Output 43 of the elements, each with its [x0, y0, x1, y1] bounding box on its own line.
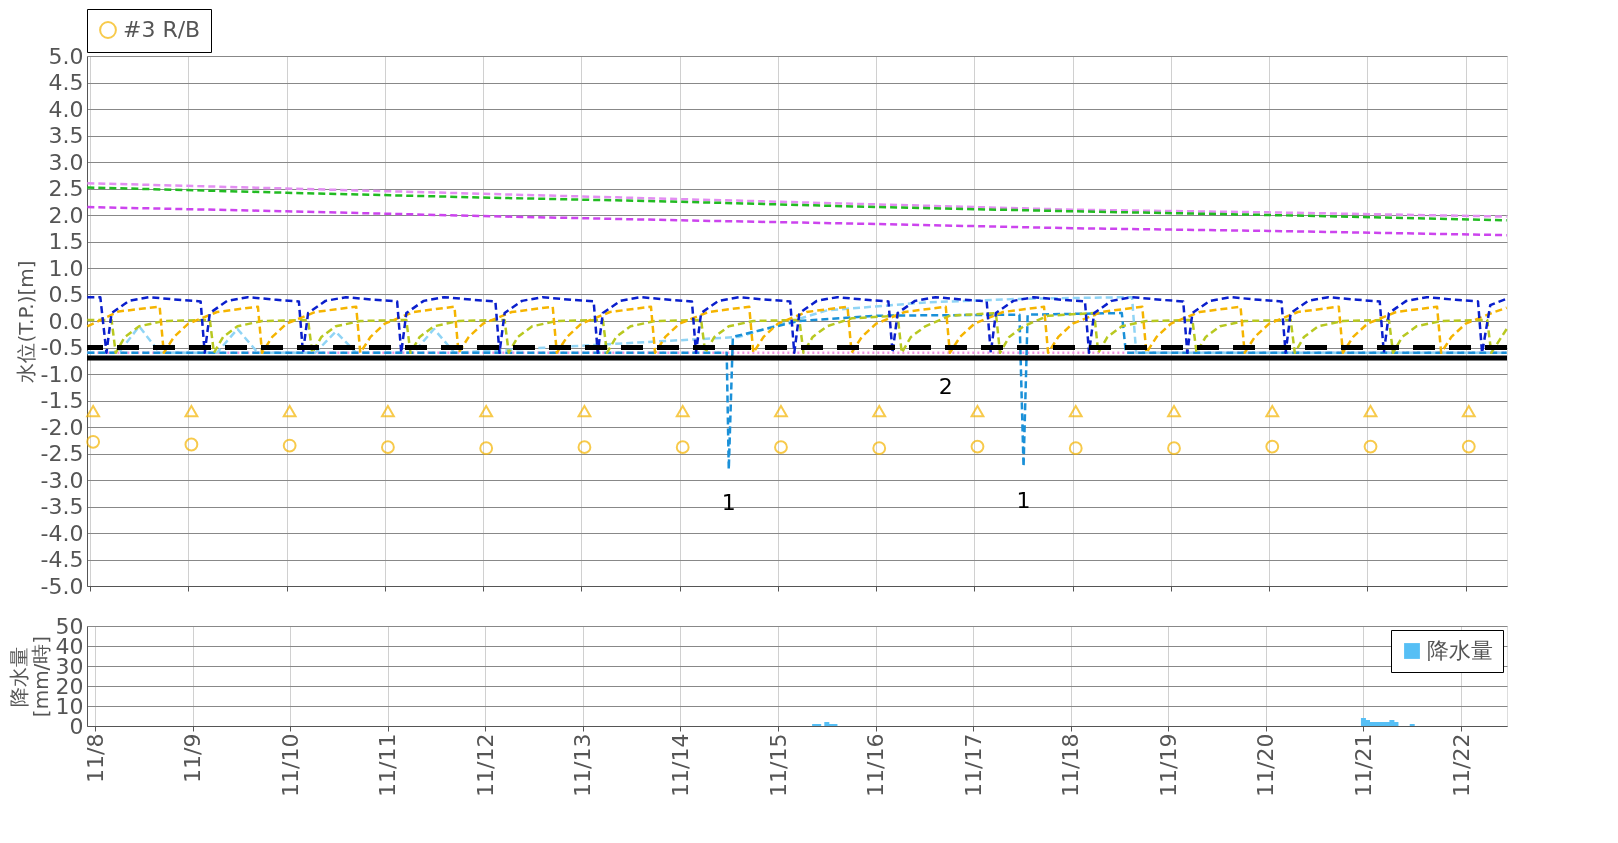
y-tick-label: -2.5: [40, 441, 84, 466]
y-tick-label: -0.5: [40, 335, 84, 360]
x-tick-label: 11/14: [667, 733, 693, 797]
annotation: 1: [1016, 487, 1031, 513]
y-tick-label: 5.0: [48, 43, 84, 69]
legend-label: #3 R/B: [123, 17, 201, 42]
y-tick-label: -4.5: [40, 547, 84, 572]
annotation: 2: [938, 373, 953, 399]
y-tick-label: 2.5: [48, 176, 84, 201]
legend-label: 降水量: [1427, 638, 1493, 663]
x-tick-label: 11/11: [375, 733, 401, 797]
annotation: 1: [721, 490, 736, 516]
x-tick-label: 11/12: [472, 733, 498, 797]
x-tick-label: 11/9: [180, 733, 206, 783]
y-tick-label: 4.5: [48, 70, 84, 95]
x-tick-label: 11/21: [1350, 733, 1376, 797]
y-tick-label: -5.0: [40, 573, 84, 599]
x-tick-label: 11/16: [863, 733, 889, 797]
x-tick-label: 11/20: [1253, 733, 1279, 797]
x-tick-label: 11/8: [82, 733, 108, 783]
x-tick-label: 11/22: [1448, 733, 1474, 797]
y-tick-label: -1.0: [40, 361, 84, 387]
x-tick-label: 11/10: [277, 733, 303, 797]
y-tick-label: -1.5: [40, 388, 84, 413]
y-tick-label: -3.0: [40, 467, 84, 493]
y-tick-label: -4.0: [40, 520, 84, 546]
y-tick-label: -2.0: [40, 414, 84, 440]
y-tick-label: 0.0: [48, 308, 84, 334]
y-axis-title: 水位(T.P.)[m]: [13, 260, 38, 383]
y-tick-label: 2.0: [48, 202, 84, 228]
y-tick-label: 0.5: [48, 282, 84, 307]
x-tick-label: 11/15: [765, 733, 791, 797]
y-tick-label: 3.5: [48, 123, 84, 148]
y-tick-label: -3.5: [40, 494, 84, 519]
x-tick-label: 11/18: [1058, 733, 1084, 797]
y-axis-title: 降水量 [mm/時]: [6, 635, 53, 718]
y-tick-label: 1.5: [48, 229, 84, 254]
y-tick-label: 3.0: [48, 149, 84, 175]
y-tick-label: 4.0: [48, 96, 84, 122]
x-tick-label: 11/17: [960, 733, 986, 797]
y-tick-label: 1.0: [48, 255, 84, 281]
x-tick-label: 11/19: [1155, 733, 1181, 797]
x-tick-label: 11/13: [570, 733, 596, 797]
